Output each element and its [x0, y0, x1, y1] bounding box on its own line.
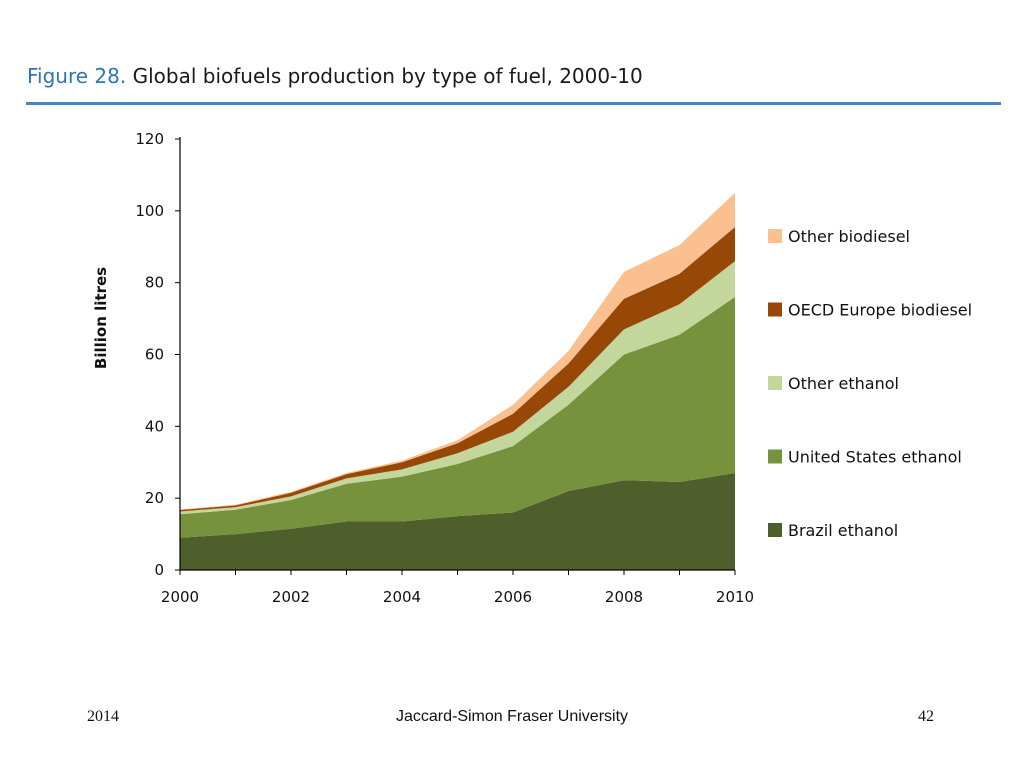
legend-label: Other ethanol	[788, 374, 899, 393]
footer-year: 2014	[87, 708, 119, 725]
legend-swatch	[768, 449, 782, 464]
y-tick-label: 100	[135, 202, 164, 220]
y-axis-title: Billion litres	[92, 267, 110, 369]
legend-label: United States ethanol	[788, 448, 962, 467]
heading-divider	[26, 102, 1001, 105]
legend-label: Other biodiesel	[788, 227, 910, 246]
y-tick-label: 40	[145, 417, 164, 435]
legend-swatch	[768, 376, 782, 390]
area-series-brazil-ethanol	[180, 473, 735, 570]
legend-swatch	[768, 229, 782, 243]
y-tick-label: 20	[145, 489, 164, 507]
x-tick-label: 2002	[272, 588, 310, 606]
x-tick-label: 2004	[383, 588, 421, 606]
y-tick-label: 0	[154, 561, 164, 579]
footer-page-number: 42	[918, 708, 934, 725]
figure-title: Global biofuels production by type of fu…	[132, 64, 643, 88]
chart-legend: Other biodiesel OECD Europe biodiesel Othe…	[768, 227, 972, 540]
legend-swatch	[768, 523, 782, 537]
figure-number: Figure 28.	[27, 64, 127, 88]
area-layers	[180, 192, 735, 570]
legend-label: OECD Europe biodiesel	[788, 301, 972, 320]
figure-heading: Figure 28. Global biofuels production by…	[27, 64, 643, 88]
y-tick-label: 80	[145, 274, 164, 292]
x-tick-label: 2010	[716, 588, 754, 606]
area-series-other-ethanol	[180, 261, 735, 515]
x-tick-label: 2006	[494, 588, 532, 606]
x-tick-label: 2008	[605, 588, 643, 606]
y-tick-label: 120	[135, 130, 164, 148]
legend-label: Brazil ethanol	[788, 521, 898, 540]
y-tick-label: 60	[145, 346, 164, 364]
area-series-united-states-ethanol	[180, 297, 735, 538]
footer-author: Jaccard-Simon Fraser University	[395, 708, 629, 725]
x-tick-label: 2000	[161, 588, 199, 606]
legend-swatch	[768, 302, 782, 317]
chart-axes: 0 20 40 60 80 100 120 2000 2002 2004 2006 2008 2010	[135, 130, 754, 606]
